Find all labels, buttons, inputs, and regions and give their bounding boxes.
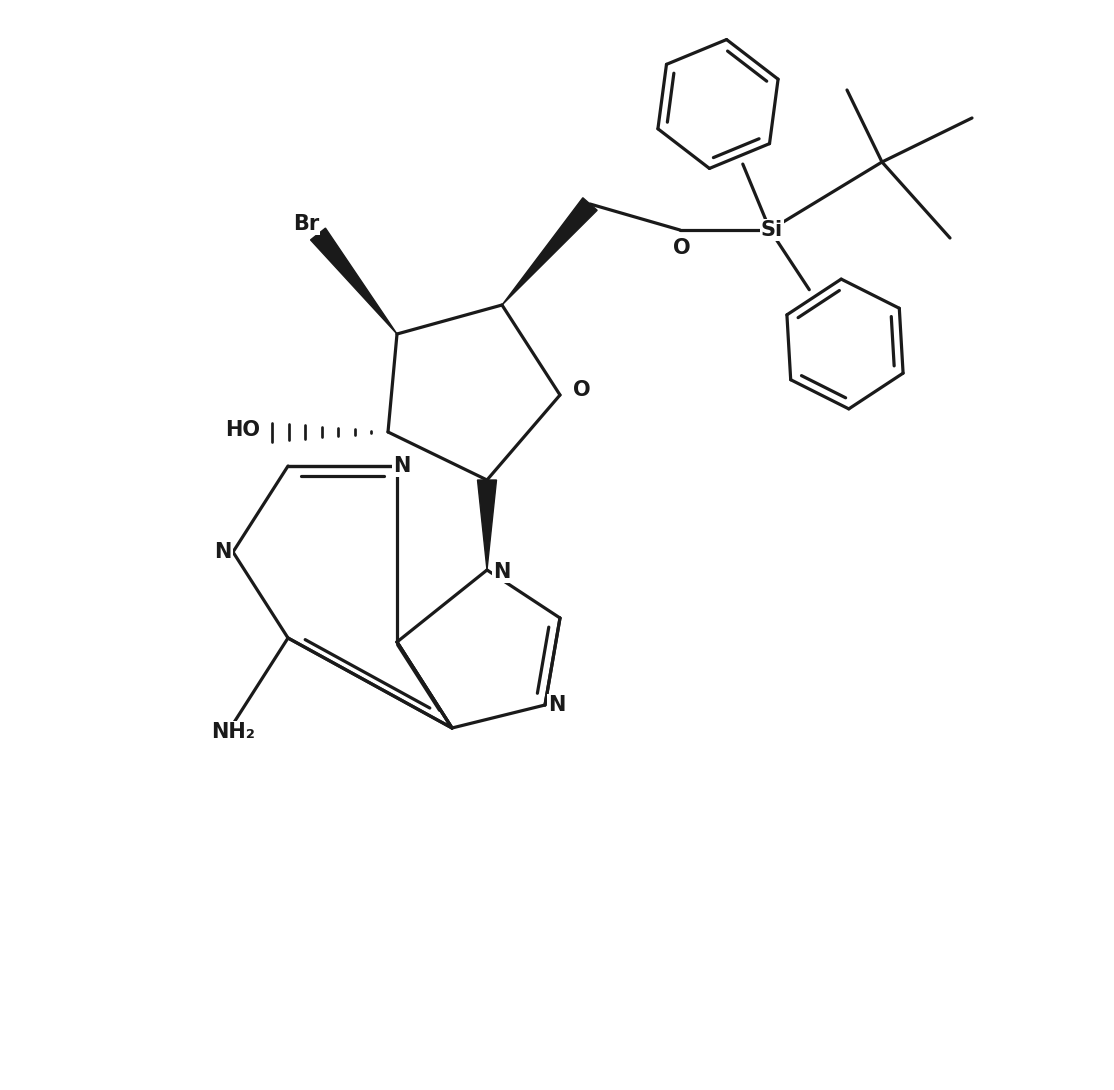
Polygon shape [311, 228, 397, 334]
Text: N: N [494, 562, 510, 582]
Text: Br: Br [293, 214, 319, 234]
Text: O: O [673, 238, 691, 258]
Text: N: N [548, 695, 566, 715]
Polygon shape [502, 197, 597, 305]
Polygon shape [478, 480, 497, 570]
Text: N: N [214, 542, 232, 562]
Text: HO: HO [225, 420, 260, 440]
Text: N: N [393, 456, 411, 476]
Text: NH₂: NH₂ [211, 722, 255, 742]
Text: Si: Si [761, 220, 783, 240]
Text: O: O [574, 380, 590, 400]
